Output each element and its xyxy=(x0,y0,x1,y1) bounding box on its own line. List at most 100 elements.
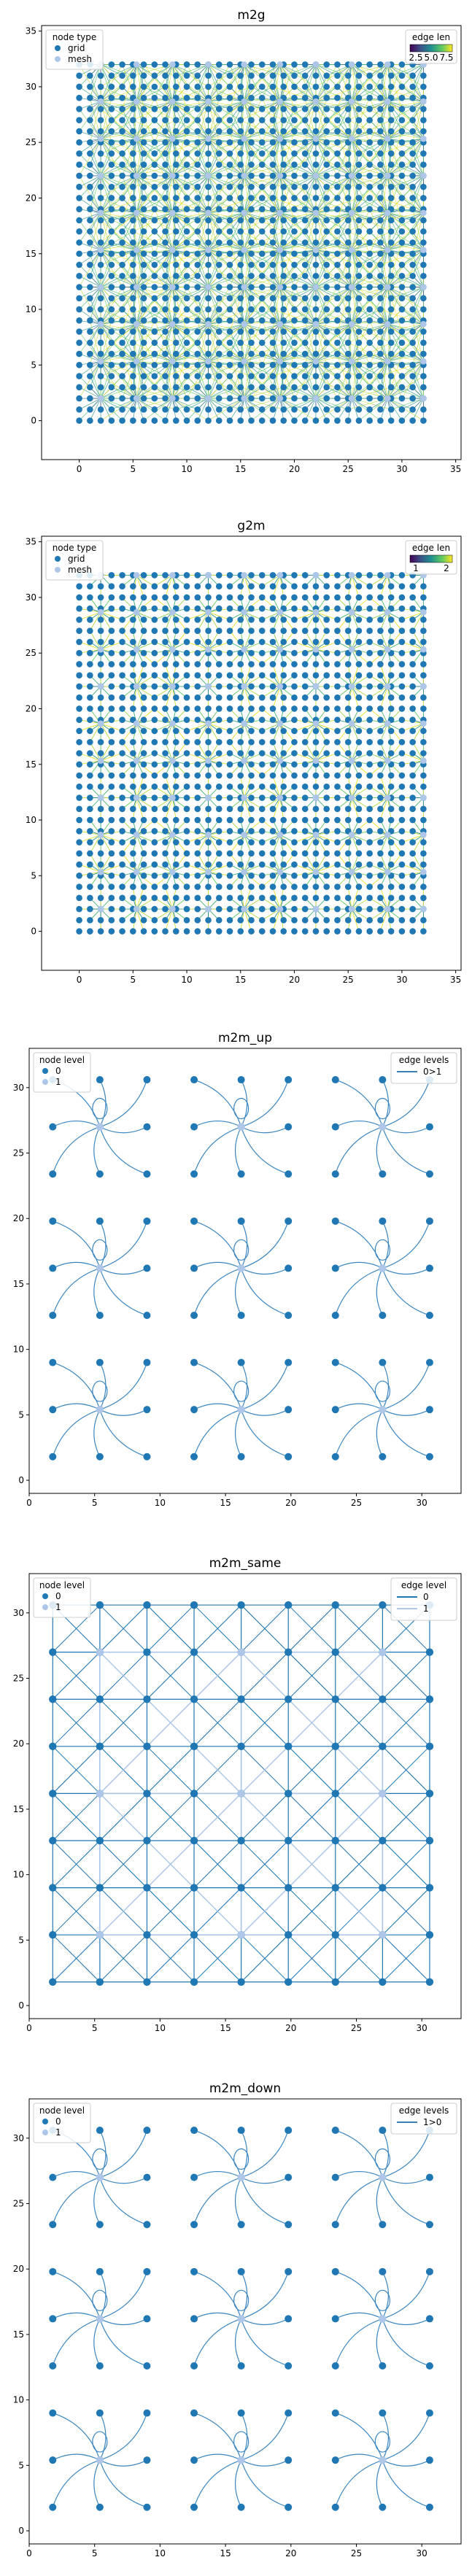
edge xyxy=(272,231,281,250)
edge xyxy=(154,131,173,139)
edge xyxy=(136,250,144,276)
edge xyxy=(90,253,101,287)
edge xyxy=(186,109,209,139)
grid-node xyxy=(76,128,82,135)
grid-node xyxy=(130,72,136,79)
edge xyxy=(165,131,173,177)
grid-node xyxy=(76,362,82,368)
edge xyxy=(391,64,424,76)
grid-node xyxy=(183,117,190,123)
edge xyxy=(283,250,317,276)
grid-node xyxy=(420,72,427,79)
edge xyxy=(186,331,209,362)
edge xyxy=(100,186,134,214)
edge xyxy=(197,342,209,362)
edge xyxy=(369,324,388,332)
edge xyxy=(100,175,112,209)
grid-node xyxy=(377,272,384,279)
edge xyxy=(136,398,144,421)
edge xyxy=(100,611,112,631)
grid-node xyxy=(183,128,190,135)
grid-node xyxy=(108,150,115,157)
grid-node xyxy=(215,172,223,179)
edge xyxy=(351,376,381,399)
mesh-node xyxy=(384,209,391,217)
grid-node xyxy=(140,250,147,258)
grid-node xyxy=(258,317,266,324)
edge xyxy=(197,264,209,287)
grid-node xyxy=(183,373,190,379)
edge xyxy=(272,175,281,198)
edge xyxy=(244,198,263,214)
mesh-node xyxy=(169,321,176,328)
grid-node xyxy=(237,384,244,391)
edge xyxy=(244,142,263,177)
grid-node xyxy=(172,228,179,235)
edge xyxy=(369,86,388,102)
edge xyxy=(251,101,280,109)
edge xyxy=(100,611,123,620)
grid-node xyxy=(334,395,341,402)
grid-node xyxy=(398,239,406,246)
edge xyxy=(304,287,317,310)
grid-node xyxy=(323,217,330,224)
edge xyxy=(315,242,338,251)
edge xyxy=(315,298,349,325)
edge xyxy=(172,253,198,287)
edge xyxy=(351,64,381,102)
grid-node xyxy=(215,328,223,335)
grid-node xyxy=(291,250,298,258)
grid-node xyxy=(108,217,115,224)
edge xyxy=(387,353,424,362)
edge xyxy=(262,64,281,76)
grid-node xyxy=(420,384,427,391)
grid-node xyxy=(248,362,255,368)
edge xyxy=(208,309,231,325)
grid-node xyxy=(226,106,233,112)
grid-node xyxy=(119,272,125,279)
edge xyxy=(186,164,209,177)
edge xyxy=(100,212,112,232)
edge xyxy=(101,212,137,221)
grid-node xyxy=(237,417,244,424)
grid-node xyxy=(226,373,233,379)
edge xyxy=(380,242,424,251)
edge xyxy=(132,287,137,321)
edge xyxy=(351,64,360,102)
grid-node xyxy=(215,61,223,68)
edge xyxy=(294,198,317,214)
edge xyxy=(229,287,244,310)
edge xyxy=(136,675,155,687)
edge xyxy=(262,398,281,410)
mesh-node xyxy=(97,284,104,290)
edge xyxy=(294,101,317,132)
grid-node xyxy=(237,117,244,123)
edge xyxy=(351,153,381,177)
grid-node xyxy=(398,117,406,123)
grid-node xyxy=(420,306,427,313)
edge xyxy=(143,264,173,287)
grid-node xyxy=(151,228,158,235)
grid-node xyxy=(194,328,201,335)
grid-node xyxy=(355,272,363,279)
grid-node xyxy=(291,150,298,157)
grid-node xyxy=(323,261,330,268)
edge xyxy=(143,153,173,177)
grid-node xyxy=(226,228,233,235)
edge xyxy=(111,101,137,109)
edge xyxy=(218,175,244,209)
edge xyxy=(283,360,317,365)
grid-node xyxy=(355,350,363,357)
edge xyxy=(100,101,123,109)
edge xyxy=(279,398,317,421)
edge xyxy=(279,323,317,332)
edge xyxy=(165,353,209,362)
grid-node xyxy=(280,183,287,190)
edge xyxy=(326,212,352,221)
grid-node xyxy=(215,362,223,368)
grid-node xyxy=(377,395,384,402)
edge xyxy=(304,365,317,399)
edge xyxy=(186,250,209,287)
edge xyxy=(100,275,123,287)
edge xyxy=(100,342,112,362)
